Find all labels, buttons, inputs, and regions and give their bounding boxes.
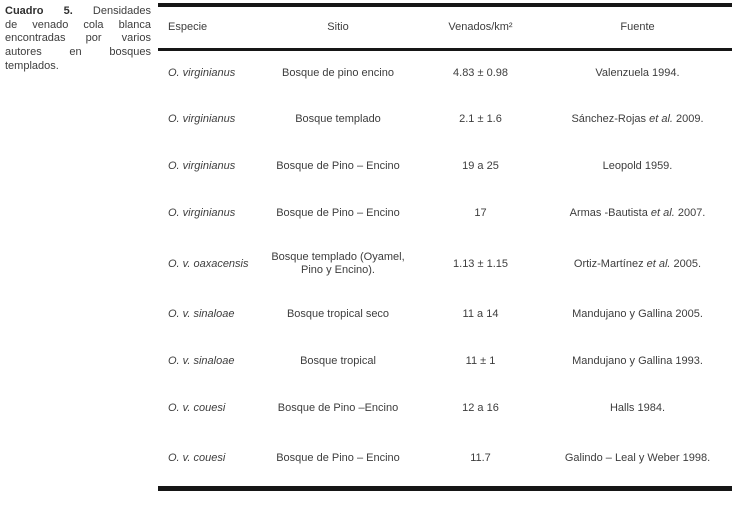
density-table: Especie Sitio Venados/km² Fuente O. virg…	[158, 3, 732, 491]
cell-especie: O. virginianus	[168, 66, 236, 79]
cell-venados: 12 a 16	[462, 402, 499, 414]
caption-label: Cuadro 5.	[5, 5, 73, 17]
cell-especie: O. v. sinaloae	[168, 355, 235, 367]
cell-fuente: Mandujano y Gallina 1993.	[572, 355, 703, 367]
cell-fuente: Galindo – Leal y Weber 1998.	[564, 452, 711, 465]
cell-sitio: Bosque tropical seco	[258, 291, 418, 338]
cell-especie: O. v. oaxacensis	[168, 257, 249, 270]
cell-fuente: Halls 1984.	[609, 402, 666, 414]
sitio-line: Bosque templado (Oyamel,	[271, 251, 405, 263]
table-row: O. v. couesi Bosque de Pino – Encino 11.…	[158, 432, 732, 488]
sitio-line: Pino y Encino).	[301, 264, 375, 276]
cell-fuente: Ortiz-Martínez et al. 2005.	[573, 257, 702, 270]
column-header-sitio: Sitio	[327, 21, 349, 34]
sitio-line: Bosque de Pino – Encino	[276, 452, 400, 465]
column-header-venados: Venados/km²	[448, 21, 513, 34]
cell-venados: 2.1 ± 1.6	[459, 113, 502, 125]
cell-especie: O. v. sinaloae	[168, 308, 235, 320]
column-header-fuente: Fuente	[620, 21, 655, 34]
cell-fuente: Leopold 1959.	[602, 160, 673, 172]
cell-fuente: Valenzuela 1994.	[595, 66, 680, 79]
cell-especie: O. virginianus	[168, 113, 236, 125]
sitio-line: Bosque de Pino –Encino	[277, 402, 399, 414]
cell-especie: O. v. couesi	[168, 452, 226, 465]
table-row: O. virginianus Bosque de Pino – Encino 1…	[158, 143, 732, 190]
table-header: Especie Sitio Venados/km² Fuente	[158, 5, 732, 49]
table-row: O. virginianus Bosque de Pino – Encino 1…	[158, 190, 732, 237]
table-row: O. virginianus Bosque de pino encino 4.8…	[158, 49, 732, 96]
cell-especie: O. virginianus	[168, 207, 236, 219]
sitio-line: Bosque templado	[295, 113, 381, 125]
cell-sitio: Bosque de Pino – Encino	[258, 190, 418, 237]
caption-line-1-rest: Densidades	[92, 5, 152, 17]
cell-sitio: Bosque tropical	[258, 338, 418, 385]
header-row: Especie Sitio Venados/km² Fuente	[158, 5, 732, 49]
caption-line-1: Cuadro 5. Densidades	[5, 5, 151, 19]
cell-fuente: Mandujano y Gallina 2005.	[572, 308, 703, 320]
column-header-especie: Especie	[168, 21, 208, 34]
table-row: O. virginianus Bosque templado 2.1 ± 1.6…	[158, 96, 732, 143]
density-table-container: Especie Sitio Venados/km² Fuente O. virg…	[158, 3, 732, 491]
cell-sitio: Bosque de Pino – Encino	[258, 432, 418, 488]
caption-line-5: templados.	[5, 59, 59, 72]
cell-especie: O. virginianus	[168, 160, 236, 172]
cell-sitio: Bosque de Pino – Encino	[258, 143, 418, 190]
sitio-line: Bosque de pino encino	[282, 66, 394, 79]
table-row: O. v. oaxacensis Bosque templado (Oyamel…	[158, 237, 732, 291]
cell-venados: 19 a 25	[462, 160, 499, 172]
cell-sitio: Bosque de pino encino	[258, 49, 418, 96]
sitio-line: Bosque tropical	[300, 355, 376, 367]
cell-sitio: Bosque de Pino –Encino	[258, 385, 418, 432]
table-row: O. v. sinaloae Bosque tropical seco 11 a…	[158, 291, 732, 338]
cell-venados: 11 a 14	[462, 308, 499, 320]
cell-fuente: Armas -Bautista et al. 2007.	[569, 207, 706, 219]
cell-especie: O. v. couesi	[168, 402, 226, 414]
table-row: O. v. sinaloae Bosque tropical 11 ± 1 Ma…	[158, 338, 732, 385]
table-caption: Cuadro 5. Densidades de venado cola blan…	[5, 5, 151, 74]
caption-line-2: de venado cola blanca	[5, 18, 151, 31]
sitio-line: Bosque de Pino – Encino	[276, 160, 400, 172]
cell-sitio: Bosque templado	[258, 96, 418, 143]
cell-venados: 11 ± 1	[465, 355, 496, 367]
table-body: O. virginianus Bosque de pino encino 4.8…	[158, 49, 732, 488]
cell-venados: 17	[474, 207, 487, 219]
sitio-line: Bosque tropical seco	[286, 308, 390, 320]
cell-venados: 11.7	[470, 452, 491, 465]
cell-sitio: Bosque templado (Oyamel, Pino y Encino).	[258, 237, 418, 291]
cell-fuente: Sánchez-Rojas et al. 2009.	[571, 113, 704, 125]
sitio-line: Bosque de Pino – Encino	[276, 207, 400, 219]
cell-venados: 1.13 ± 1.15	[453, 257, 508, 270]
cell-venados: 4.83 ± 0.98	[453, 66, 508, 79]
caption-line-4: autores en bosques	[5, 46, 151, 59]
table-row: O. v. couesi Bosque de Pino –Encino 12 a…	[158, 385, 732, 432]
caption-line-3: encontradas por varios	[5, 32, 151, 45]
